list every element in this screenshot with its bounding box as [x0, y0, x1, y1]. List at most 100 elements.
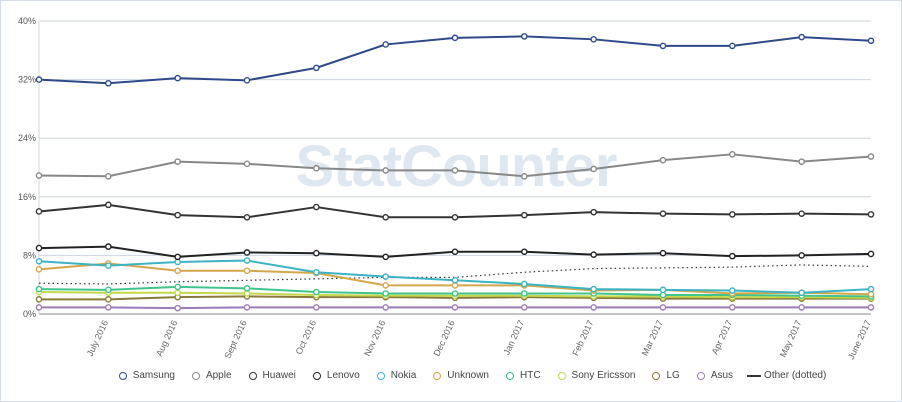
data-point[interactable]	[313, 203, 320, 211]
data-point[interactable]	[521, 33, 528, 40]
data-point[interactable]	[798, 158, 805, 165]
data-point[interactable]	[382, 282, 389, 289]
data-point[interactable]	[243, 285, 251, 292]
data-point[interactable]	[35, 208, 43, 215]
data-point[interactable]	[590, 208, 597, 216]
data-point[interactable]	[867, 250, 875, 258]
legend-item[interactable]: Samsung	[116, 370, 175, 381]
data-point[interactable]	[451, 282, 459, 289]
data-point[interactable]	[867, 290, 875, 298]
data-point[interactable]	[174, 289, 181, 297]
data-point[interactable]	[105, 201, 112, 209]
data-point[interactable]	[659, 249, 667, 257]
data-point[interactable]	[867, 211, 875, 218]
data-point[interactable]	[382, 41, 389, 48]
data-point[interactable]	[243, 160, 251, 168]
data-point[interactable]	[659, 210, 667, 217]
data-point[interactable]	[729, 211, 736, 218]
data-point[interactable]	[590, 36, 597, 43]
data-point[interactable]	[659, 42, 667, 50]
data-point[interactable]	[174, 258, 181, 266]
data-point[interactable]	[659, 291, 667, 299]
data-point[interactable]	[313, 64, 320, 72]
data-point[interactable]	[521, 248, 528, 256]
data-point[interactable]	[590, 251, 597, 258]
legend-item[interactable]: Unknown	[430, 370, 489, 381]
data-point[interactable]	[174, 158, 181, 165]
data-point[interactable]	[35, 266, 43, 273]
data-point[interactable]	[729, 151, 736, 158]
data-point[interactable]	[174, 74, 181, 82]
data-point[interactable]	[313, 304, 320, 311]
data-point[interactable]	[798, 304, 805, 311]
legend-item[interactable]: Asus	[694, 370, 733, 381]
data-point[interactable]	[798, 252, 805, 259]
data-point[interactable]	[105, 304, 112, 311]
legend-item[interactable]: LG	[649, 370, 680, 381]
data-point[interactable]	[35, 244, 43, 252]
data-point[interactable]	[521, 211, 528, 219]
data-point[interactable]	[382, 253, 389, 261]
data-point[interactable]	[590, 165, 597, 173]
legend-item[interactable]: Huawei	[246, 370, 296, 381]
data-point[interactable]	[451, 290, 459, 297]
data-point[interactable]	[243, 249, 251, 256]
data-point[interactable]	[35, 257, 43, 265]
data-point[interactable]	[729, 252, 736, 260]
data-point[interactable]	[590, 285, 597, 293]
data-point[interactable]	[521, 290, 528, 297]
data-point[interactable]	[867, 285, 875, 293]
data-point[interactable]	[105, 243, 112, 250]
data-point[interactable]	[867, 153, 875, 160]
data-point[interactable]	[451, 248, 459, 256]
data-point[interactable]	[243, 214, 251, 221]
data-point[interactable]	[174, 211, 181, 219]
data-point[interactable]	[35, 296, 43, 303]
data-point[interactable]	[35, 304, 43, 311]
data-point[interactable]	[521, 280, 528, 288]
data-point[interactable]	[313, 268, 320, 276]
data-point[interactable]	[659, 286, 667, 294]
data-point[interactable]	[35, 172, 43, 179]
data-point[interactable]	[590, 304, 597, 311]
data-point[interactable]	[382, 304, 389, 311]
data-point[interactable]	[105, 79, 112, 87]
data-point[interactable]	[35, 285, 43, 293]
data-point[interactable]	[105, 286, 112, 294]
data-point[interactable]	[729, 287, 736, 294]
data-point[interactable]	[729, 42, 736, 50]
data-point[interactable]	[521, 172, 528, 180]
data-point[interactable]	[451, 277, 459, 284]
data-point[interactable]	[174, 283, 181, 291]
data-point[interactable]	[243, 304, 251, 311]
data-point[interactable]	[382, 290, 389, 297]
data-point[interactable]	[729, 304, 736, 311]
data-point[interactable]	[174, 304, 181, 312]
data-point[interactable]	[382, 273, 389, 280]
data-point[interactable]	[867, 304, 875, 311]
data-point[interactable]	[313, 288, 320, 296]
legend-item[interactable]: HTC	[503, 370, 541, 381]
data-point[interactable]	[659, 304, 667, 311]
data-point[interactable]	[867, 37, 875, 45]
data-point[interactable]	[35, 76, 43, 83]
data-point[interactable]	[243, 267, 251, 275]
data-point[interactable]	[382, 167, 389, 174]
data-point[interactable]	[521, 304, 528, 311]
data-point[interactable]	[659, 156, 667, 164]
data-point[interactable]	[105, 262, 112, 269]
data-point[interactable]	[451, 167, 459, 174]
data-point[interactable]	[451, 304, 459, 311]
data-point[interactable]	[105, 172, 112, 180]
legend-item[interactable]: Lenovo	[310, 370, 360, 381]
legend-item[interactable]: Sony Ericsson	[555, 370, 635, 381]
data-point[interactable]	[798, 33, 805, 41]
data-point[interactable]	[798, 210, 805, 217]
data-point[interactable]	[174, 267, 181, 275]
legend-item[interactable]: Nokia	[374, 370, 416, 381]
data-point[interactable]	[243, 77, 251, 84]
data-point[interactable]	[313, 249, 320, 257]
data-point[interactable]	[174, 253, 181, 261]
data-point[interactable]	[798, 289, 805, 297]
data-point[interactable]	[382, 214, 389, 221]
